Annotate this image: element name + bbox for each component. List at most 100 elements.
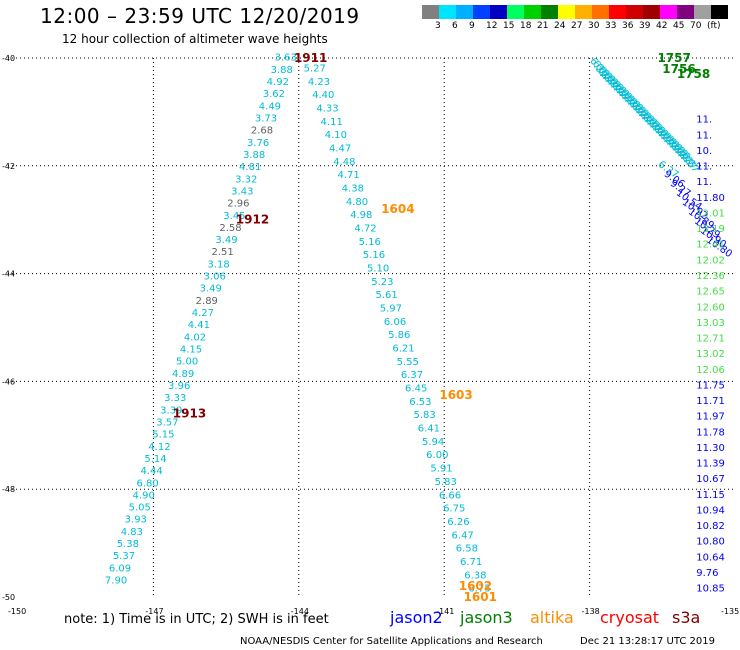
wave-height-value: 6.80 xyxy=(136,478,158,489)
wave-height-value: 3.63 xyxy=(275,53,297,64)
color-scale-tick: (ft) xyxy=(707,21,721,31)
color-swatch xyxy=(711,5,728,19)
wave-height-value: 6.66 xyxy=(439,490,461,501)
wave-height-value: 2.58 xyxy=(219,223,241,234)
wave-height-value: 11.15 xyxy=(696,490,725,501)
color-swatch xyxy=(643,5,660,19)
wave-height-value: 2.51 xyxy=(211,247,233,258)
wave-height-value: 6.71 xyxy=(460,557,482,568)
color-swatch xyxy=(558,5,575,19)
wave-height-value: 3.88 xyxy=(243,150,265,161)
pass-label-s3a: 1912 xyxy=(236,213,269,227)
wave-height-value: 12.01 xyxy=(696,208,725,219)
wave-height-value: 5.16 xyxy=(359,237,381,248)
color-swatch xyxy=(694,5,711,19)
wave-height-value: 3.32 xyxy=(235,174,257,185)
color-scale-tick: 27 xyxy=(571,21,583,31)
wave-height-value: 4.41 xyxy=(188,320,210,331)
wave-height-value: 3.39 xyxy=(160,405,182,416)
color-scale-tick: 33 xyxy=(605,21,617,31)
lon-label: -138 xyxy=(582,607,600,616)
color-scale-bar xyxy=(422,5,728,19)
wave-height-value: 10.82 xyxy=(696,521,725,532)
wave-height-value: 6.75 xyxy=(468,584,490,595)
color-swatch xyxy=(541,5,558,19)
wave-height-value: 12.02 xyxy=(696,255,725,266)
color-swatch xyxy=(473,5,490,19)
lon-label: -141 xyxy=(436,607,454,616)
wave-height-value: 7.90 xyxy=(105,576,127,587)
wave-height-value: 3.57 xyxy=(156,417,178,428)
color-swatch xyxy=(626,5,643,19)
lat-label: -42 xyxy=(2,162,15,171)
legend-altika: altika xyxy=(530,608,574,627)
wave-height-value: 11. xyxy=(696,162,712,173)
wave-height-value: 4.38 xyxy=(342,184,364,195)
wave-height-value: 5.10 xyxy=(367,264,389,275)
wave-height-value: 12.65 xyxy=(696,287,725,298)
color-scale-tick: 15 xyxy=(503,21,515,31)
color-scale-tick: 21 xyxy=(537,21,549,31)
color-scale-tick: 9 xyxy=(469,21,475,31)
wave-height-value: 4.98 xyxy=(350,210,372,221)
color-scale-tick: 30 xyxy=(588,21,600,31)
wave-height-value: 10. xyxy=(696,146,712,157)
pass-label-s3a: 1913 xyxy=(173,407,206,421)
wave-height-value: 3.49 xyxy=(215,235,237,246)
pass-label-s3a: 1911 xyxy=(294,51,327,65)
footer-note: note: 1) Time is in UTC; 2) SWH is in fe… xyxy=(64,612,329,627)
wave-height-value: 3.73 xyxy=(255,113,277,124)
lon-label: -147 xyxy=(145,607,163,616)
legend-jason3: jason3 xyxy=(460,608,513,627)
color-swatch xyxy=(490,5,507,19)
wave-height-value: 5.00 xyxy=(176,357,198,368)
wave-height-value: 13.19 xyxy=(696,224,725,235)
lon-label: -150 xyxy=(8,607,26,616)
wave-height-value: 5.15 xyxy=(152,430,174,441)
wave-height-value: 5.91 xyxy=(430,464,452,475)
pass-label-jason3: 1757 xyxy=(657,51,690,65)
color-scale-ticks: 3 6 9 12 15 18 21 24 27 30 33 36 39 42 45 70 (ft) xyxy=(422,21,740,33)
wave-height-value: 4.10 xyxy=(325,130,347,141)
color-swatch xyxy=(439,5,456,19)
wave-height-value: 6.47 xyxy=(452,530,474,541)
wave-height-value: 11.80 xyxy=(696,193,725,204)
wave-height-value: 6.38 xyxy=(464,570,486,581)
lon-label: -144 xyxy=(291,607,309,616)
color-swatch xyxy=(609,5,626,19)
wave-height-value: 10.80 xyxy=(696,537,725,548)
wave-height-value: 6.75 xyxy=(443,504,465,515)
wave-height-value: 4.80 xyxy=(346,197,368,208)
wave-height-value: 5.83 xyxy=(414,410,436,421)
wave-height-value: 3.93 xyxy=(125,515,147,526)
wave-height-value: 3.45 xyxy=(223,211,245,222)
wave-height-value: 5.37 xyxy=(113,551,135,562)
lat-label: -44 xyxy=(2,270,15,279)
color-swatch xyxy=(660,5,677,19)
wave-height-value: 4.48 xyxy=(333,157,355,168)
wave-height-value: 6.45 xyxy=(405,384,427,395)
color-swatch xyxy=(422,5,439,19)
wave-height-value: 12.41 xyxy=(696,240,725,251)
wave-height-value: 11.78 xyxy=(696,427,725,438)
color-scale-tick: 45 xyxy=(673,21,685,31)
wave-height-value: 6.41 xyxy=(418,424,440,435)
wave-height-value: 3.49 xyxy=(200,284,222,295)
wave-height-value: 4.47 xyxy=(329,143,351,154)
credit-text: NOAA/NESDIS Center for Satellite Applica… xyxy=(240,636,543,647)
lat-label: -46 xyxy=(2,377,15,386)
wave-height-value: 12.71 xyxy=(696,334,725,345)
legend-jason2: jason2 xyxy=(390,608,443,627)
color-swatch xyxy=(575,5,592,19)
wave-height-value: 4.11 xyxy=(321,117,343,128)
wave-height-value: 2.89 xyxy=(196,296,218,307)
wave-height-value: 13.03 xyxy=(696,318,725,329)
pass-label-jason3: 1756 xyxy=(662,62,695,76)
lat-label: -48 xyxy=(2,485,15,494)
wave-height-value: 9.76 xyxy=(696,568,718,579)
legend-s3a: s3a xyxy=(672,608,701,627)
wave-height-value: 4.83 xyxy=(121,527,143,538)
wave-height-value: 3.88 xyxy=(271,65,293,76)
wave-height-value: 4.44 xyxy=(140,466,162,477)
